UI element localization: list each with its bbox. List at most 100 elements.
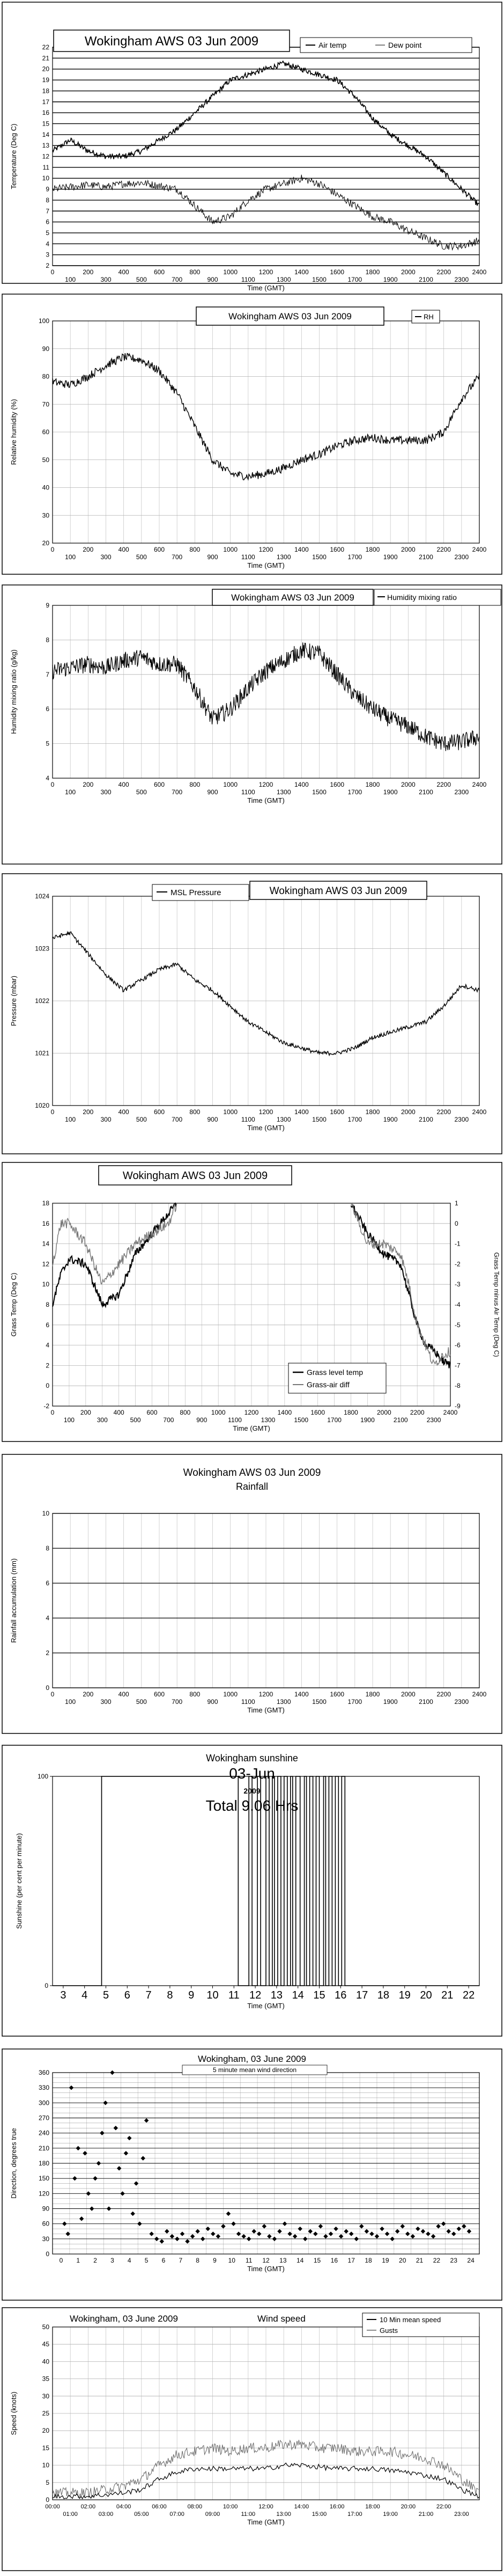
x-tick-label: 01:00 xyxy=(63,2511,78,2518)
x-tick-label: 0 xyxy=(51,1409,55,1416)
data-point xyxy=(380,2226,384,2231)
x-tick-label: 400 xyxy=(114,1409,124,1416)
y-tick-label: 1022 xyxy=(35,997,49,1005)
data-point xyxy=(298,2226,302,2231)
x-tick-label: 100 xyxy=(65,276,76,283)
data-point xyxy=(451,2231,456,2236)
x-tick-label: 1700 xyxy=(347,788,362,796)
x-tick-label: 7 xyxy=(146,1989,152,2001)
y-tick-label: 15 xyxy=(42,2444,50,2451)
chart-panel-frame xyxy=(2,2307,502,2571)
x-axis-label: Time (GMT) xyxy=(247,1124,285,1132)
x-tick-label: 1800 xyxy=(366,268,380,276)
data-point xyxy=(267,2234,272,2239)
data-point xyxy=(456,2226,462,2231)
x-tick-label: 100 xyxy=(64,1416,75,1424)
x-tick-label: 0 xyxy=(51,546,55,553)
x-tick-label: 2200 xyxy=(436,546,451,553)
legend-box xyxy=(300,37,472,53)
date-label: 03-Jun xyxy=(229,1765,275,1782)
x-tick-label: 500 xyxy=(130,1416,141,1424)
data-point xyxy=(313,2231,318,2236)
y-axis-label: Temperature (Deg C) xyxy=(10,123,18,189)
y-tick-label: 10 xyxy=(42,1280,50,1288)
x-tick-label: 1000 xyxy=(223,781,238,788)
x-tick-label: 3 xyxy=(110,2257,114,2264)
x-tick-label: 11 xyxy=(228,1989,240,2001)
y-tick-label: 10 xyxy=(42,1510,50,1517)
x-tick-label: 1000 xyxy=(223,1108,238,1116)
x-tick-label: 1600 xyxy=(330,546,344,553)
x-tick-label: 1300 xyxy=(277,1116,291,1123)
x-tick-label: 14:00 xyxy=(294,2504,309,2510)
x-tick-label: 1800 xyxy=(366,1108,380,1116)
data-point xyxy=(221,2224,226,2229)
x-tick-label: 10 xyxy=(228,2257,236,2264)
legend-box xyxy=(362,2312,480,2337)
y-tick-label: 8 xyxy=(46,1301,49,1308)
data-point xyxy=(426,2231,431,2236)
x-tick-label: 18 xyxy=(377,1989,389,2001)
chart-title-box xyxy=(249,881,427,900)
x-tick-label: 11:00 xyxy=(241,2511,255,2518)
x-tick-label: 2200 xyxy=(436,781,451,788)
x-tick-label: 15 xyxy=(313,1989,325,2001)
y-right-tick-label: 1 xyxy=(455,1199,458,1207)
x-tick-label: 18 xyxy=(365,2257,372,2264)
x-tick-label: 17:00 xyxy=(347,2511,362,2518)
x-tick-label: 1500 xyxy=(312,1116,327,1123)
chart-panel-frame xyxy=(2,294,502,575)
y-tick-label: 1024 xyxy=(35,892,49,900)
x-tick-label: 20:00 xyxy=(401,2504,416,2510)
x-tick-label: 1100 xyxy=(241,553,255,561)
x-tick-label: 300 xyxy=(97,1416,108,1424)
x-tick-label: 21 xyxy=(416,2257,424,2264)
x-tick-label: 2300 xyxy=(454,1698,469,1706)
x-tick-label: 1400 xyxy=(294,781,309,788)
x-tick-label: 5 xyxy=(145,2257,149,2264)
data-point xyxy=(180,2231,185,2236)
x-tick-label: 8 xyxy=(196,2257,199,2264)
x-tick-label: 1000 xyxy=(223,546,238,553)
data-point xyxy=(349,2231,354,2236)
data-point xyxy=(282,2221,287,2226)
x-tick-label: 2000 xyxy=(401,268,416,276)
data-point xyxy=(364,2229,369,2234)
x-tick-label: 300 xyxy=(100,276,111,283)
x-tick-label: 1900 xyxy=(383,276,398,283)
y-tick-label: 19 xyxy=(42,76,50,84)
x-tick-label: 1000 xyxy=(223,1690,238,1698)
legend-entry: Grass level temp xyxy=(307,1368,363,1377)
x-tick-label: 1200 xyxy=(244,1409,259,1416)
x-tick-label: 1 xyxy=(76,2257,80,2264)
x-tick-label: 12:00 xyxy=(258,2504,273,2510)
data-point xyxy=(369,2231,374,2236)
y-tick-label: 20 xyxy=(42,539,50,547)
y-tick-label: 210 xyxy=(39,2145,49,2152)
y-tick-label: 11 xyxy=(43,164,50,171)
x-tick-label: 2000 xyxy=(401,546,416,553)
x-tick-label: 1400 xyxy=(294,268,309,276)
y-axis-label: Grass Temp (Deg C) xyxy=(10,1273,18,1337)
x-tick-label: 300 xyxy=(100,788,111,796)
chart-title: Wokingham, 03 June 2009 xyxy=(70,2314,178,2324)
legend-box xyxy=(411,310,440,324)
x-tick-label: 1600 xyxy=(330,268,344,276)
data-point xyxy=(262,2224,267,2229)
x-tick-label: 800 xyxy=(189,268,200,276)
y-tick-label: 30 xyxy=(42,2235,50,2243)
x-tick-label: 2000 xyxy=(401,1690,416,1698)
x-tick-label: 1200 xyxy=(259,546,273,553)
x-tick-label: 200 xyxy=(83,268,93,276)
x-tick-label: 700 xyxy=(172,1698,182,1706)
x-tick-label: 10:00 xyxy=(223,2504,238,2510)
y-right-tick-label: -5 xyxy=(455,1321,461,1329)
x-tick-label: 0 xyxy=(51,268,55,276)
y-tick-label: 1020 xyxy=(35,1102,49,1109)
x-tick-label: 22 xyxy=(463,1989,475,2001)
x-tick-label: 600 xyxy=(154,1690,165,1698)
x-tick-label: 1300 xyxy=(277,553,291,561)
legend-entry: Grass-air diff xyxy=(307,1380,350,1389)
legend-entry: Humidity mixing ratio xyxy=(387,593,457,602)
